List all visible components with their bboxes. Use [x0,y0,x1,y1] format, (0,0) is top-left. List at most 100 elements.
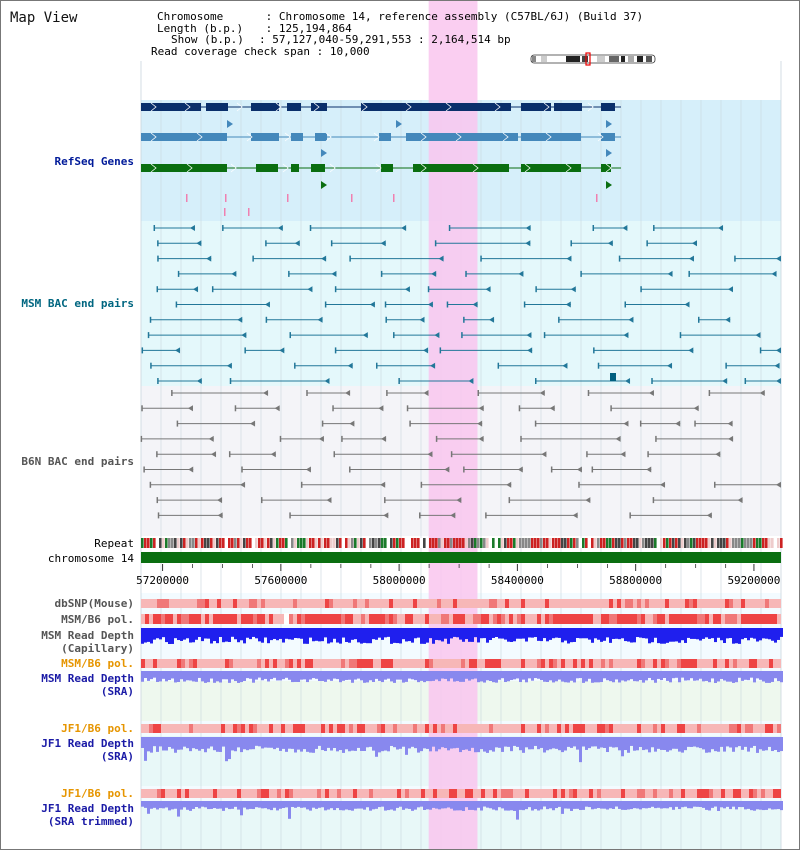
track-label-jf1-read-depth-trimmed[interactable]: JF1 Read Depth [41,802,134,815]
jf1-depth-trimmed-bar [159,801,162,809]
repeat-mark [369,538,372,548]
jf1-depth-sra-bar [645,737,648,750]
dbsnp-heat [277,599,281,608]
msm-depth-capillary-bar [765,628,768,639]
dbsnp-heat [469,599,473,608]
jf1-depth-sra-bar [216,737,219,752]
msm-depth-capillary-bar [489,628,492,641]
jf1-b6-pol-heat [649,724,653,733]
dbsnp-heat [453,599,457,608]
msm-depth-sra-bar [309,671,312,680]
msm-b6-pol-sra-heat [461,659,465,668]
jf1-depth-trimmed-bar [342,801,345,811]
msm-depth-capillary-bar [156,628,159,639]
jf1-b6-pol-2-heat [681,789,685,798]
msm-b6-pol-sra-heat [269,659,273,668]
track-label-msm-bac[interactable]: MSM BAC end pairs [21,297,134,310]
jf1-b6-pol-heat [405,724,409,733]
refseq-gene-navy-exon [361,103,511,111]
msm-bac-end-pair-end [430,362,436,369]
jf1-depth-trimmed-bar [618,801,621,809]
jf1-b6-pol-2-heat [669,789,673,798]
track-label-jf1-b6-pol-2[interactable]: JF1/B6 pol. [61,787,134,800]
track-label-jf1-read-depth[interactable]: JF1 Read Depth [41,737,134,750]
jf1-b6-pol-2-heat [525,789,529,798]
msm-b6-pol-sra-heat [749,659,753,668]
jf1-depth-sra-bar [660,737,663,750]
msm-depth-sra-bar [462,671,465,682]
jf1-b6-pol-2-heat [141,789,145,798]
jf1-b6-pol-heat [665,724,669,733]
dbsnp-heat [577,599,581,608]
track-label-msm-read-depth-sra[interactable]: MSM Read Depth [41,672,134,685]
track-label-msm-b6-pol-sra[interactable]: MSM/B6 pol. [61,657,134,670]
msm-b6-pol-heat [149,614,153,624]
jf1-depth-trimmed-bar [168,801,171,811]
msm-b6-pol-heat [377,614,381,624]
msm-depth-capillary-bar [612,628,615,639]
jf1-b6-pol-heat [401,724,405,733]
jf1-depth-sra-bar [609,737,612,747]
repeat-mark [267,538,270,548]
jf1-depth-trimmed-bar [189,801,192,811]
dbsnp-heat [585,599,589,608]
msm-bac-end-pair-end [518,270,524,277]
msm-b6-pol-heat [425,614,429,624]
msm-depth-sra-bar [477,671,480,683]
jf1-b6-pol-2-heat [325,789,329,798]
jf1-b6-pol-2-heat [737,789,741,798]
msm-b6-pol-heat [497,614,501,624]
track-label-dbsnp[interactable]: dbSNP(Mouse) [54,597,134,610]
selection-highlight [428,1,478,849]
jf1-b6-pol-heat [513,724,517,733]
dbsnp-heat [593,599,597,608]
track-label-b6n-bac[interactable]: B6N BAC end pairs [21,455,134,468]
jf1-depth-sra-bar [330,737,333,751]
dbsnp-heat [225,599,229,608]
msm-depth-capillary-bar [684,628,687,643]
msm-depth-sra-bar [594,671,597,683]
repeat-mark [495,538,498,548]
msm-b6-pol-heat [321,614,325,624]
dbsnp-heat [281,599,285,608]
msm-b6-pol-heat [333,614,337,624]
jf1-depth-sra-bar [480,737,483,750]
msm-depth-sra-bar [189,671,192,681]
msm-depth-sra-bar [459,671,462,682]
jf1-depth-sra-bar [750,737,753,748]
info-coverage-row: Read coverage check span : 10,000 [151,44,370,58]
jf1-b6-pol-heat [193,724,197,733]
info-chromosome-value: Chromosome 14, reference assembly (C57BL… [278,10,644,23]
msm-b6-pol-sra-heat [189,659,193,668]
track-label-chromosome[interactable]: chromosome 14 [47,552,134,565]
msm-depth-capillary-bar [174,628,177,639]
dbsnp-heat [573,599,577,608]
msm-b6-pol-sra-heat [673,659,677,668]
dbsnp-heat [633,599,637,608]
jf1-b6-pol-2-heat [353,789,357,798]
track-label-jf1-b6-pol[interactable]: JF1/B6 pol. [61,722,134,735]
track-label-refseq[interactable]: RefSeq Genes [54,155,134,168]
ideogram-band [628,56,634,62]
msm-b6-pol-sra-heat [721,659,725,668]
msm-depth-capillary-bar [513,628,516,642]
msm-b6-pol-heat [429,614,433,624]
jf1-b6-pol-heat [517,724,521,733]
jf1-b6-pol-heat [485,724,489,733]
jf1-depth-trimmed-bar [423,801,426,810]
jf1-b6-pol-2-heat [397,789,401,798]
track-label-msm-read-depth-capillary[interactable]: MSM Read Depth [41,629,134,642]
jf1-depth-sra-bar [468,737,471,751]
repeat-mark [765,538,768,548]
jf1-depth-trimmed-bar [339,801,342,811]
repeat-mark [300,538,303,548]
jf1-depth-sra-bar [489,737,492,751]
track-label-repeat[interactable]: Repeat [94,537,134,550]
refseq-gene-green-exon [311,164,325,172]
msm-b6-pol-heat [733,614,737,624]
dbsnp-heat [349,599,353,608]
dbsnp-heat [665,599,669,608]
track-label-msm-b6-pol[interactable]: MSM/B6 pol. [61,613,134,626]
jf1-depth-sra-bar [582,737,585,747]
